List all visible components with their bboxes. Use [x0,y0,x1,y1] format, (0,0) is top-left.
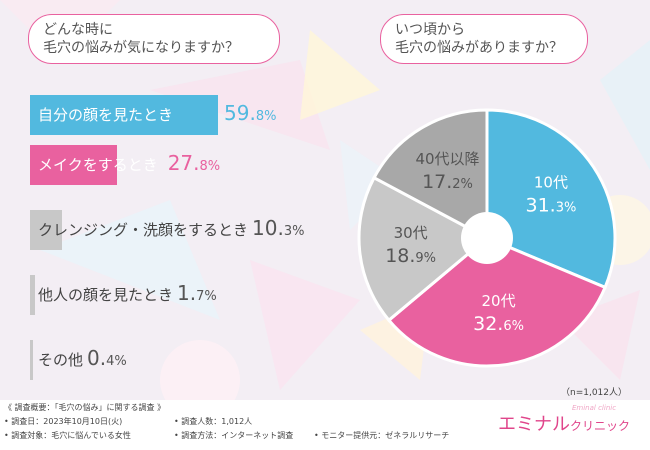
pie-value-label: 32.6% [473,313,524,335]
pie-category-label: 10代 [534,173,568,191]
pie-slice [485,108,617,290]
survey-provider: • モニター提供元：ゼネラルリサーチ [314,431,450,440]
survey-target: • 調査対象：毛穴に悩んでいる女性 [4,431,131,440]
bar-value-label: 27.8% [167,151,221,175]
survey-count: • 調査人数：1,012人 [174,417,253,426]
left-question-bubble: どんな時に 毛穴の悩みが気になりますか？ [28,14,280,64]
bar-value-label: 10.3% [252,216,305,240]
pie-slice [372,108,489,241]
right-question-bubble: いつ頃から 毛穴の悩みがありますか？ [380,14,588,64]
clinic-logo: エミナルクリニック Eminal clinic [498,404,631,436]
left-question-line-2: 毛穴の悩みが気になりますか？ [43,40,239,56]
survey-date: • 調査日：2023年10月10日(火) [4,417,123,426]
bar [30,95,218,135]
logo-sub: クリニック [570,419,631,433]
pie-category-label: 20代 [481,292,515,310]
bar [30,145,118,185]
bar-value-label: 1.7% [177,281,217,305]
bar-label: その他 [38,351,84,369]
pie-slice [386,236,608,368]
bar-value-label: 59.8% [224,101,277,125]
bar-label: メイクをするとき [38,156,158,174]
sample-size: （n=1,012人） [561,388,628,398]
bar-label: 自分の顔を見たとき [38,106,174,124]
bar [30,210,63,250]
bar-value-label: 0.4% [87,346,127,370]
pie-value-label: 18.9% [385,245,436,267]
bar [30,340,33,380]
right-question-line-2: 毛穴の悩みがありますか？ [395,40,563,56]
survey-title: 《 調査概要：「毛穴の悩み」に関する調査 》 [4,403,166,412]
bar-label: クレンジング・洗顔をするとき [38,221,249,239]
pie-center-hole [461,212,513,264]
survey-method: • 調査方法：インターネット調査 [174,431,294,440]
logo-tagline: Eminal clinic [572,404,617,412]
logo-main: エミナル [498,414,570,435]
bar-label: 他人の顔を見たとき [38,286,174,304]
pie-category-label: 40代以降 [415,150,479,168]
right-question-line-1: いつ頃から [395,22,465,38]
pie-category-label: 30代 [394,224,428,242]
pie-slice [357,175,490,323]
bar [30,275,36,315]
pie-value-label: 17.2% [422,171,473,193]
pie-value-label: 31.3% [526,194,577,216]
left-question-line-1: どんな時に [43,22,113,38]
